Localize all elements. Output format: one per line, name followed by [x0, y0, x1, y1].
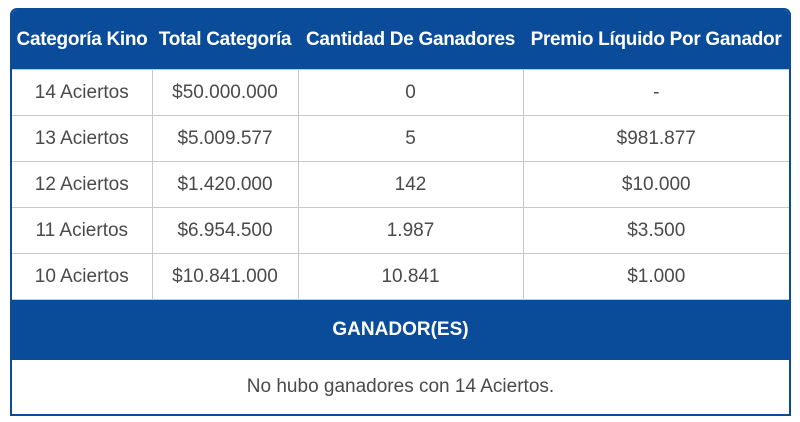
cell-premio: - — [522, 69, 789, 116]
prize-table-container: Categoría Kino Total Categoría Cantidad … — [10, 8, 791, 416]
cell-total: $10.841.000 — [151, 253, 299, 300]
table-row: 11 Aciertos $6.954.500 1.987 $3.500 — [12, 207, 789, 254]
cell-total: $5.009.577 — [151, 115, 299, 162]
table-row: 14 Aciertos $50.000.000 0 - — [12, 69, 789, 116]
cell-categoria: 10 Aciertos — [12, 253, 153, 300]
winners-header: GANADOR(ES) — [12, 300, 789, 360]
table-header-row: Categoría Kino Total Categoría Cantidad … — [12, 10, 789, 70]
table-row: 12 Aciertos $1.420.000 142 $10.000 — [12, 161, 789, 208]
cell-categoria: 13 Aciertos — [12, 115, 153, 162]
header-premio: Premio Líquido Por Ganador — [523, 10, 789, 70]
cell-categoria: 14 Aciertos — [12, 69, 153, 116]
cell-ganadores: 10.841 — [297, 253, 524, 300]
header-ganadores: Cantidad De Ganadores — [298, 10, 523, 70]
cell-categoria: 11 Aciertos — [12, 207, 153, 254]
table-row: 10 Aciertos $10.841.000 10.841 $1.000 — [12, 253, 789, 300]
cell-ganadores: 0 — [297, 69, 524, 116]
cell-ganadores: 5 — [297, 115, 524, 162]
cell-premio: $3.500 — [522, 207, 789, 254]
header-categoria: Categoría Kino — [12, 10, 152, 70]
cell-premio: $981.877 — [522, 115, 789, 162]
cell-total: $1.420.000 — [151, 161, 299, 208]
cell-total: $50.000.000 — [151, 69, 299, 116]
cell-ganadores: 1.987 — [297, 207, 524, 254]
cell-ganadores: 142 — [297, 161, 524, 208]
cell-categoria: 12 Aciertos — [12, 161, 153, 208]
table-row: 13 Aciertos $5.009.577 5 $981.877 — [12, 115, 789, 162]
cell-premio: $10.000 — [522, 161, 789, 208]
header-total: Total Categoría — [152, 10, 298, 70]
winners-message: No hubo ganadores con 14 Aciertos. — [246, 376, 555, 397]
cell-total: $6.954.500 — [151, 207, 299, 254]
prize-table: Categoría Kino Total Categoría Cantidad … — [12, 10, 789, 300]
cell-premio: $1.000 — [522, 253, 789, 300]
